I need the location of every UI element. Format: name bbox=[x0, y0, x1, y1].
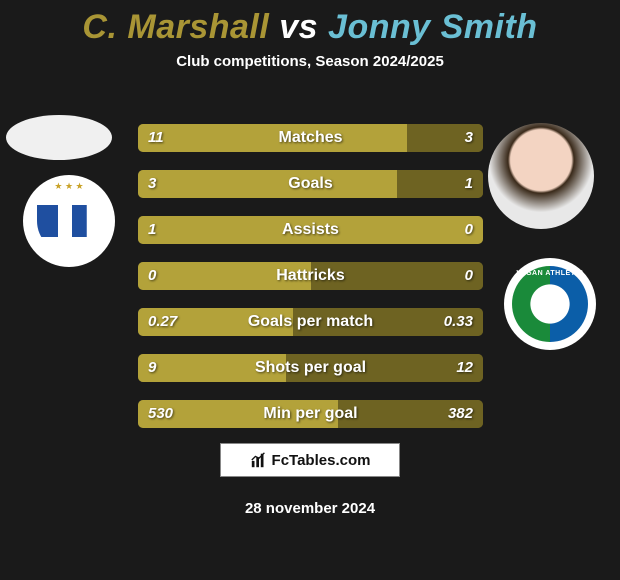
page-title: C. Marshall vs Jonny Smith bbox=[0, 0, 620, 47]
player2-avatar bbox=[488, 123, 594, 229]
title-player2: Jonny Smith bbox=[328, 8, 538, 46]
stat-value-right: 1 bbox=[455, 170, 483, 198]
stat-value-left: 530 bbox=[138, 400, 183, 428]
stat-value-right: 3 bbox=[455, 124, 483, 152]
stat-label: Min per goal bbox=[138, 400, 483, 428]
comparison-chart: Matches113Goals31Assists10Hattricks00Goa… bbox=[138, 124, 483, 446]
stat-label: Hattricks bbox=[138, 262, 483, 290]
stat-row: Goals3 1 bbox=[138, 170, 483, 198]
stat-label: Goals bbox=[138, 170, 483, 198]
brand-badge: FcTables.com bbox=[220, 443, 400, 477]
stat-label: Shots per goal bbox=[138, 354, 483, 382]
stat-row: Matches11 3 bbox=[138, 124, 483, 152]
stat-row: Goals per match0.27 0.33 bbox=[138, 308, 483, 336]
stat-value-left: 0 bbox=[138, 262, 166, 290]
chart-icon bbox=[250, 451, 268, 469]
stat-label: Assists bbox=[138, 216, 483, 244]
date-label: 28 november 2024 bbox=[0, 500, 620, 517]
stat-value-left: 1 bbox=[138, 216, 166, 244]
stat-value-right: 382 bbox=[438, 400, 483, 428]
title-vs: vs bbox=[279, 8, 318, 46]
stat-value-right: 12 bbox=[446, 354, 483, 382]
subtitle: Club competitions, Season 2024/2025 bbox=[0, 53, 620, 70]
brand-text: FcTables.com bbox=[272, 452, 371, 469]
stat-value-right: 0 bbox=[455, 262, 483, 290]
stat-value-right: 0 bbox=[455, 216, 483, 244]
stat-row: Min per goal530 382 bbox=[138, 400, 483, 428]
stat-value-left: 0.27 bbox=[138, 308, 187, 336]
stat-row: Hattricks0 0 bbox=[138, 262, 483, 290]
player1-club-crest bbox=[23, 175, 115, 267]
player2-club-crest bbox=[504, 258, 596, 350]
stat-label: Matches bbox=[138, 124, 483, 152]
title-player1: C. Marshall bbox=[82, 8, 269, 46]
stat-value-left: 3 bbox=[138, 170, 166, 198]
stat-value-left: 9 bbox=[138, 354, 166, 382]
stat-value-right: 0.33 bbox=[434, 308, 483, 336]
stat-label: Goals per match bbox=[138, 308, 483, 336]
stat-value-left: 11 bbox=[138, 124, 174, 152]
player1-avatar bbox=[6, 115, 112, 160]
stat-row: Shots per goal9 12 bbox=[138, 354, 483, 382]
stat-row: Assists1 0 bbox=[138, 216, 483, 244]
